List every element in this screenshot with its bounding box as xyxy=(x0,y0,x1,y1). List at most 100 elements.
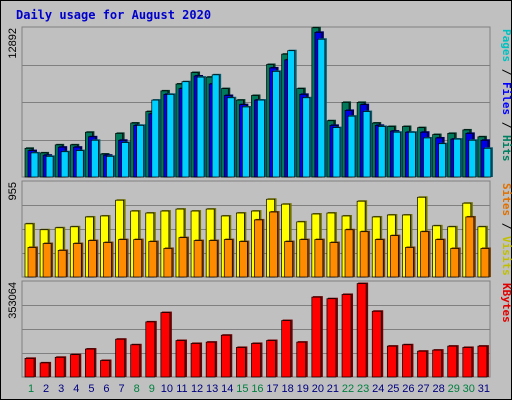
bar-kbytes-day-19 xyxy=(296,341,307,378)
bar-pages-day-15 xyxy=(242,106,250,178)
bar-sites-day-10 xyxy=(163,248,173,278)
bar-sites-day-7 xyxy=(118,239,127,278)
day-label-16: 16 xyxy=(251,383,263,395)
bar-kbytes-day-15 xyxy=(236,347,246,378)
bar-sites-day-30 xyxy=(465,216,475,278)
bar-pages-day-21 xyxy=(332,127,341,178)
day-label-1: 1 xyxy=(28,383,34,395)
bar-sites-day-9 xyxy=(148,241,158,278)
bar-kbytes-day-7 xyxy=(115,338,125,378)
legend-entry: Pages xyxy=(500,29,512,62)
day-label-12: 12 xyxy=(191,383,203,395)
bar-kbytes-day-17 xyxy=(266,340,276,378)
bar-pages-day-12 xyxy=(196,76,205,178)
day-label-3: 3 xyxy=(58,383,64,395)
day-label-31: 31 xyxy=(478,383,490,395)
bar-kbytes-day-3 xyxy=(54,356,65,378)
day-label-20: 20 xyxy=(312,383,324,395)
bar-sites-day-20 xyxy=(314,239,324,278)
bar-kbytes-day-13 xyxy=(205,341,216,378)
bar-pages-day-8 xyxy=(136,124,145,178)
day-label-6: 6 xyxy=(103,383,109,395)
bar-pages-day-2 xyxy=(45,155,54,178)
bar-sites-day-22 xyxy=(344,229,354,278)
bar-kbytes-day-11 xyxy=(175,340,186,378)
day-label-4: 4 xyxy=(73,383,79,395)
bar-sites-day-29 xyxy=(450,248,460,278)
legend-entry: Sites xyxy=(500,183,512,216)
panel-middle-legend: Sites / Visits xyxy=(500,183,512,276)
bar-kbytes-day-2 xyxy=(39,362,50,378)
day-label-11: 11 xyxy=(176,383,187,395)
day-label-17: 17 xyxy=(266,383,278,395)
bar-pages-day-29 xyxy=(453,138,462,178)
bar-kbytes-day-24 xyxy=(371,310,382,378)
day-label-8: 8 xyxy=(134,383,140,395)
bar-kbytes-day-5 xyxy=(85,348,95,378)
bar-sites-day-3 xyxy=(57,250,67,278)
bar-kbytes-day-4 xyxy=(69,354,80,378)
bar-pages-day-22 xyxy=(347,115,356,178)
bar-sites-day-6 xyxy=(103,242,112,278)
day-label-28: 28 xyxy=(432,383,444,395)
bar-kbytes-day-28 xyxy=(432,349,442,378)
bar-sites-day-28 xyxy=(435,239,444,278)
legend-entry: / xyxy=(500,62,512,82)
bar-pages-day-7 xyxy=(121,142,129,178)
legend-entry: KBytes xyxy=(500,283,512,323)
legend-entry: Visits xyxy=(500,236,512,276)
bar-kbytes-day-20 xyxy=(311,296,322,378)
bar-sites-day-13 xyxy=(208,240,218,278)
bar-sites-day-27 xyxy=(420,231,429,278)
day-label-22: 22 xyxy=(342,383,354,395)
bar-sites-day-26 xyxy=(405,247,414,278)
bar-pages-day-19 xyxy=(302,97,311,178)
bar-sites-day-4 xyxy=(72,243,82,278)
bar-pages-day-5 xyxy=(91,139,99,178)
panel-middle-max-label: 955 xyxy=(7,182,19,200)
bar-sites-day-2 xyxy=(42,243,52,278)
panel-bottom-max-label: 353064 xyxy=(7,282,19,319)
bar-pages-day-30 xyxy=(468,139,477,178)
bar-sites-day-23 xyxy=(359,231,369,278)
bar-pages-day-25 xyxy=(392,131,401,178)
panel-top-max-label: 12892 xyxy=(7,28,19,59)
bar-pages-day-26 xyxy=(408,131,416,178)
bar-pages-day-20 xyxy=(317,38,326,178)
bar-kbytes-day-10 xyxy=(160,312,171,378)
bar-kbytes-day-26 xyxy=(402,344,412,378)
bar-sites-day-5 xyxy=(88,240,97,278)
day-label-7: 7 xyxy=(119,383,125,395)
bar-pages-day-14 xyxy=(226,97,235,178)
bar-pages-day-13 xyxy=(211,74,220,178)
bar-pages-day-6 xyxy=(106,155,114,178)
bar-sites-day-18 xyxy=(284,241,293,278)
bar-kbytes-day-27 xyxy=(417,350,427,378)
bar-pages-day-9 xyxy=(151,99,160,178)
bar-sites-day-1 xyxy=(27,247,37,278)
bar-sites-day-16 xyxy=(254,219,263,278)
bar-pages-day-27 xyxy=(423,137,431,178)
bar-pages-day-4 xyxy=(75,150,84,178)
bar-kbytes-day-14 xyxy=(220,334,231,378)
day-label-18: 18 xyxy=(282,383,294,395)
bar-sites-day-14 xyxy=(223,239,233,278)
panel-top-legend: Pages / Files / Hits xyxy=(500,29,512,162)
day-label-2: 2 xyxy=(43,383,49,395)
bar-pages-day-17 xyxy=(272,71,280,178)
bar-sites-day-12 xyxy=(193,240,203,278)
bar-kbytes-day-31 xyxy=(477,345,488,378)
day-label-10: 10 xyxy=(161,383,173,395)
bar-kbytes-day-16 xyxy=(251,343,261,378)
day-label-13: 13 xyxy=(206,383,218,395)
bar-sites-day-11 xyxy=(178,237,188,278)
bar-kbytes-day-25 xyxy=(386,345,397,378)
legend-entry: / xyxy=(500,115,512,135)
day-label-26: 26 xyxy=(402,383,414,395)
bar-sites-day-24 xyxy=(374,239,384,278)
day-label-15: 15 xyxy=(236,383,248,395)
bar-kbytes-day-9 xyxy=(145,321,156,378)
bar-sites-day-15 xyxy=(239,241,248,278)
bar-kbytes-day-30 xyxy=(462,347,473,378)
